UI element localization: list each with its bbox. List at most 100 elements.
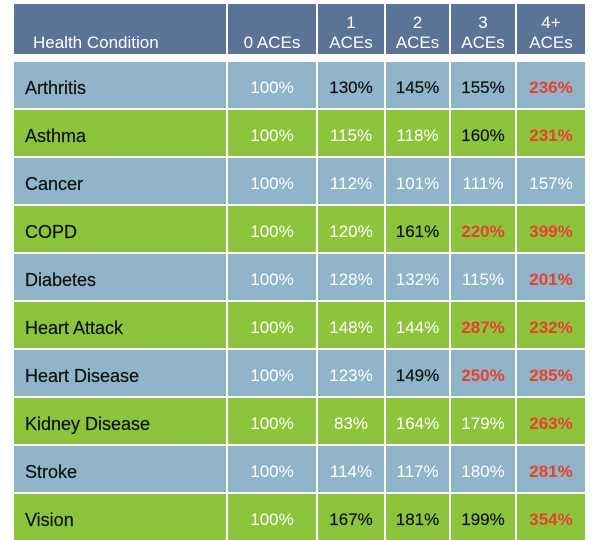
value-cell: 231% [517, 110, 585, 156]
value-label: 145% [395, 78, 440, 97]
value-label: 100% [250, 270, 294, 289]
value-cell: 287% [451, 302, 515, 348]
value-cell: 220% [451, 206, 515, 252]
value-cell: 120% [318, 206, 384, 252]
table-row: Heart Attack 100% 148% 144% 287% 232% [14, 302, 585, 348]
condition-label: Heart Attack [25, 318, 124, 338]
value-cell: 100% [228, 206, 316, 252]
value-label: 115% [329, 126, 373, 145]
table-row: COPD 100% 120% 161% 220% 399% [14, 206, 585, 252]
table-row: Vision 100% 167% 181% 199% 354% [14, 494, 585, 540]
header-label-condition: Health Condition [33, 33, 159, 52]
value-label: 114% [329, 462, 373, 481]
value-cell: 145% [386, 62, 449, 108]
value-cell: 130% [318, 62, 384, 108]
value-label: 123% [329, 366, 373, 385]
value-label: 112% [329, 174, 373, 193]
value-label: 144% [395, 318, 440, 337]
value-label: 354% [529, 510, 573, 529]
value-cell: 100% [228, 158, 316, 204]
value-label: 231% [529, 126, 573, 145]
value-cell: 100% [228, 350, 316, 396]
value-cell: 232% [517, 302, 585, 348]
value-cell: 354% [517, 494, 585, 540]
value-label: 83% [333, 414, 369, 433]
value-cell: 263% [517, 398, 585, 444]
value-label: 281% [529, 462, 573, 481]
value-label: 148% [329, 318, 373, 337]
value-label: 130% [329, 78, 373, 97]
value-cell: 114% [318, 446, 384, 492]
value-label: 167% [329, 510, 373, 529]
value-label: 132% [395, 270, 440, 289]
value-label: 179% [461, 414, 505, 433]
value-label: 161% [395, 222, 440, 241]
value-cell: 118% [386, 110, 449, 156]
header-label-aces0: 0 ACEs [243, 33, 301, 52]
value-cell: 100% [228, 110, 316, 156]
value-label: 287% [461, 318, 505, 337]
value-cell: 83% [318, 398, 384, 444]
header-cell-aces0: 0 ACEs [228, 4, 316, 54]
value-label: 120% [329, 222, 373, 241]
table-row: Asthma 100% 115% 118% 160% 231% [14, 110, 585, 156]
value-cell: 164% [386, 398, 449, 444]
value-cell: 100% [228, 446, 316, 492]
value-label: 149% [395, 366, 440, 385]
condition-label: Stroke [25, 462, 78, 482]
value-cell: 236% [517, 62, 585, 108]
condition-label: COPD [25, 222, 78, 242]
condition-cell: Heart Disease [14, 350, 226, 396]
value-cell: 101% [386, 158, 449, 204]
value-label: 199% [461, 510, 505, 529]
value-label: 201% [529, 270, 573, 289]
value-label: 164% [395, 414, 440, 433]
value-cell: 115% [318, 110, 384, 156]
condition-label: Kidney Disease [25, 414, 151, 434]
condition-cell: Asthma [14, 110, 226, 156]
condition-label: Diabetes [25, 270, 97, 290]
condition-cell: Heart Attack [14, 302, 226, 348]
value-cell: 100% [228, 62, 316, 108]
table-row: Cancer 100% 112% 101% 111% 157% [14, 158, 585, 204]
value-label: 232% [529, 318, 573, 337]
value-cell: 285% [517, 350, 585, 396]
value-cell: 132% [386, 254, 449, 300]
condition-label: Vision [25, 510, 74, 530]
value-cell: 161% [386, 206, 449, 252]
value-label: 250% [461, 366, 505, 385]
value-cell: 112% [318, 158, 384, 204]
header-cell-aces3: 3 ACEs [451, 4, 515, 54]
value-label: 399% [529, 222, 573, 241]
header-label-aces3: 3 ACEs [461, 13, 505, 52]
value-cell: 100% [228, 494, 316, 540]
value-label: 115% [461, 270, 505, 289]
value-label: 220% [461, 222, 505, 241]
condition-cell: Kidney Disease [14, 398, 226, 444]
value-cell: 250% [451, 350, 515, 396]
value-label: 263% [529, 414, 573, 433]
value-label: 285% [529, 366, 573, 385]
value-label: 128% [329, 270, 373, 289]
value-label: 100% [250, 222, 294, 241]
header-cell-aces2: 2 ACEs [386, 4, 449, 54]
table-row: Arthritis 100% 130% 145% 155% 236% [14, 62, 585, 108]
value-label: 100% [250, 462, 294, 481]
condition-label: Cancer [25, 174, 84, 194]
value-cell: 201% [517, 254, 585, 300]
header-label-aces2: 2 ACEs [395, 13, 440, 52]
header-label-aces4: 4+ ACEs [529, 13, 573, 52]
value-label: 100% [250, 414, 294, 433]
value-cell: 179% [451, 398, 515, 444]
condition-cell: COPD [14, 206, 226, 252]
value-cell: 157% [517, 158, 585, 204]
value-cell: 117% [386, 446, 449, 492]
value-cell: 167% [318, 494, 384, 540]
value-label: 236% [529, 78, 573, 97]
table-row: Heart Disease 100% 123% 149% 250% 285% [14, 350, 585, 396]
value-label: 181% [395, 510, 440, 529]
value-cell: 281% [517, 446, 585, 492]
table-row: Diabetes 100% 128% 132% 115% 201% [14, 254, 585, 300]
value-label: 160% [461, 126, 505, 145]
header-label-aces1: 1 ACEs [329, 13, 373, 52]
